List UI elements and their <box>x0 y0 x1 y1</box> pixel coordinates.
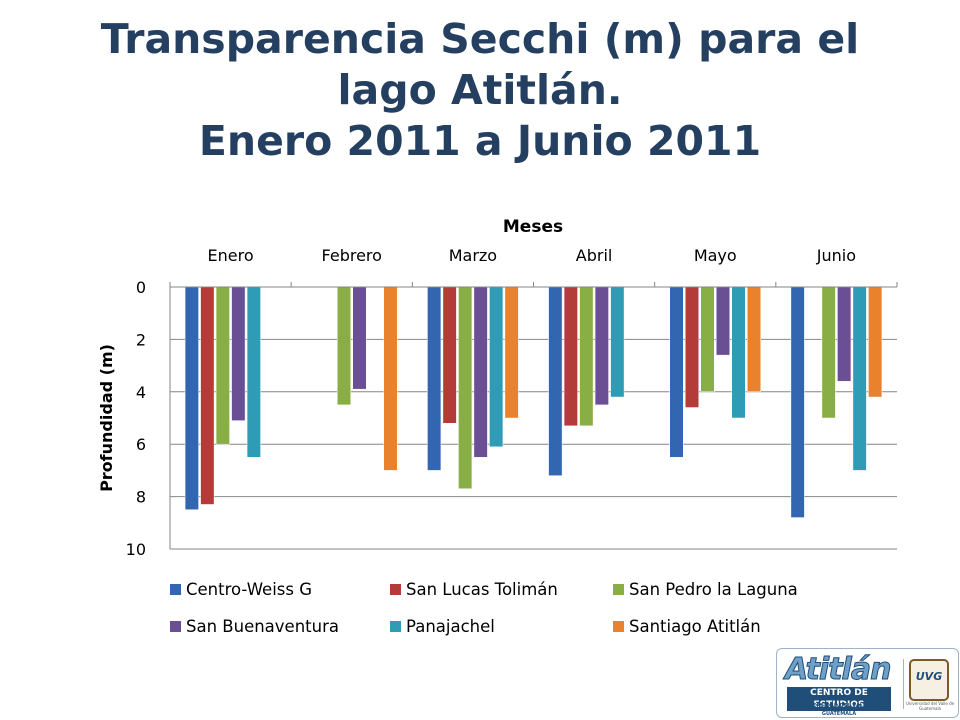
legend-swatch <box>390 584 401 595</box>
bar <box>548 286 563 476</box>
y-tick-label: 4 <box>136 383 146 402</box>
bar <box>669 286 684 458</box>
legend-swatch <box>390 621 401 632</box>
bar <box>837 286 852 382</box>
bar <box>563 286 578 427</box>
logo-subtitle: CENTRO DE ESTUDIOS <box>787 687 891 711</box>
bar <box>731 286 746 419</box>
x-tick-label: Febrero <box>322 246 382 265</box>
bar <box>352 286 367 390</box>
bar <box>489 286 504 448</box>
y-tick-label: 2 <box>136 330 146 349</box>
seal-caption: Universidad del Valle de Guatemala <box>905 701 955 711</box>
x-tick-label: Abril <box>576 246 613 265</box>
tick-labels: 0 2 4 6 8 10 Enero Febrero Marzo Abril Mayo Junio <box>126 246 856 559</box>
legend-label: Panajachel <box>406 617 495 636</box>
legend: Centro-Weiss G San Lucas Tolimán San Pedro… <box>170 580 798 636</box>
bars <box>184 286 883 518</box>
uvg-seal-icon: UVG <box>909 659 949 701</box>
logo-wordmark: Atitlán <box>784 652 891 687</box>
x-tick-label: Marzo <box>449 246 497 265</box>
bar <box>868 286 883 398</box>
seal-text: UVG <box>915 670 943 683</box>
bar <box>231 286 246 421</box>
x-axis-title: Meses <box>503 217 563 237</box>
bar <box>852 286 867 471</box>
bar <box>383 286 398 471</box>
legend-label: San Buenaventura <box>186 617 339 636</box>
bar <box>610 286 625 398</box>
bar <box>504 286 519 419</box>
x-tick-label: Mayo <box>694 246 737 265</box>
bar <box>442 286 457 424</box>
legend-label: Santiago Atitlán <box>629 617 761 636</box>
bar <box>716 286 730 356</box>
bar <box>200 286 215 505</box>
bar <box>594 286 609 406</box>
title-line-1: Transparencia Secchi (m) para el <box>100 15 860 63</box>
legend-swatch <box>613 621 624 632</box>
bar <box>246 286 261 458</box>
legend-label: San Lucas Tolimán <box>406 580 558 599</box>
y-tick-label: 6 <box>136 435 146 454</box>
bar <box>458 286 473 489</box>
gridlines <box>170 286 897 550</box>
bar <box>184 286 199 510</box>
y-tick-label: 10 <box>126 540 146 559</box>
bar <box>579 286 594 427</box>
bar <box>747 286 761 393</box>
bar <box>215 286 230 445</box>
slide-title: Transparencia Secchi (m) para el lago At… <box>0 14 960 167</box>
legend-swatch <box>613 584 624 595</box>
bar <box>700 286 715 393</box>
legend-label: Centro-Weiss G <box>186 580 312 599</box>
y-tick-label: 8 <box>136 488 146 507</box>
logo-divider <box>903 659 904 709</box>
bar <box>790 286 805 518</box>
bar <box>337 286 351 406</box>
title-line-3: Enero 2011 a Junio 2011 <box>198 117 762 165</box>
legend-swatch <box>170 584 181 595</box>
atitlan-logo: Atitlán CENTRO DE ESTUDIOS UNIVERSIDAD D… <box>776 648 959 718</box>
legend-label: San Pedro la Laguna <box>629 580 798 599</box>
bar <box>685 286 699 408</box>
axes <box>169 282 898 549</box>
logo-university: UNIVERSIDAD DEL VALLE DE GUATEMALA <box>799 703 879 717</box>
bar <box>821 286 836 419</box>
bar <box>427 286 442 471</box>
bar <box>473 286 488 458</box>
title-line-2: lago Atitlán. <box>337 66 623 114</box>
legend-swatch <box>170 621 181 632</box>
y-tick-label: 0 <box>136 278 146 297</box>
x-tick-label: Enero <box>208 246 254 265</box>
y-axis-title: Profundidad (m) <box>97 344 116 492</box>
x-tick-label: Junio <box>816 246 856 265</box>
